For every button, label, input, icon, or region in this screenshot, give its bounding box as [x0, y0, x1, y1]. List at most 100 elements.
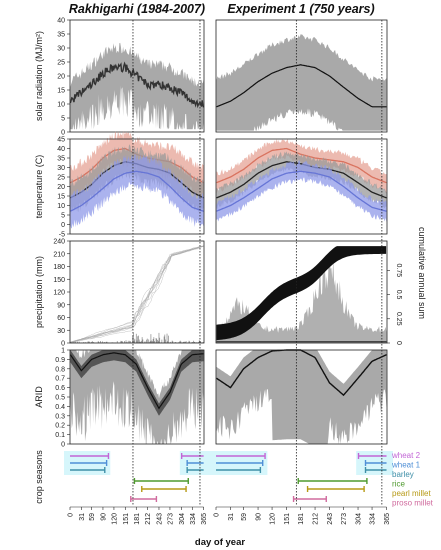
temperature-left-max-range	[70, 130, 204, 201]
x-tick-label: 31	[79, 513, 86, 521]
y-tick-label: 180	[53, 264, 65, 271]
y-tick-label: 30	[57, 46, 65, 53]
x-tick-label: 304	[356, 513, 363, 525]
x-tick-label: 120	[111, 513, 118, 525]
precip-left-cumulative	[70, 245, 204, 343]
x-tick-label: 273	[341, 513, 348, 525]
y-tick-label: 120	[53, 290, 65, 297]
y-tick-label: 25	[57, 60, 65, 67]
y-tick-label: 15	[57, 194, 65, 201]
solar-right-mean	[216, 64, 387, 108]
precip-left-cumulative	[70, 245, 204, 343]
x-tick-label: 334	[370, 513, 377, 525]
precip-left-cumulative	[70, 245, 204, 344]
y-tick-label: 45	[57, 137, 65, 144]
y-tick-label: 10	[57, 102, 65, 109]
x-tick-label: 273	[167, 513, 174, 525]
x-tick-label: 31	[228, 513, 235, 521]
x-tick-label: 243	[156, 513, 163, 525]
x-tick-label: 0	[214, 513, 221, 517]
temperature-right-mean-line	[216, 161, 387, 199]
precip-left-cumulative	[70, 245, 204, 344]
right-tick-label: 0.5	[395, 290, 402, 300]
y-tick-label: 20	[57, 184, 65, 191]
y-axis-label: solar radiation (MJ/m²)	[34, 31, 44, 121]
legend-item-wheat-2: wheat 2	[391, 451, 421, 460]
right-tick-label: 0.25	[395, 312, 402, 326]
x-axis-label: day of year	[195, 537, 245, 548]
x-tick-label: 59	[89, 513, 96, 521]
y-tick-label: 35	[57, 156, 65, 163]
panel-frame-left	[69, 240, 205, 344]
y-tick-label: 30	[57, 328, 65, 335]
temperature-right-max-range	[216, 138, 387, 194]
x-tick-label: 151	[123, 513, 130, 525]
arid-right-mean	[216, 349, 387, 397]
x-tick-label: 0	[68, 513, 75, 517]
y-tick-label: 0.3	[55, 413, 65, 420]
x-tick-label: 365	[201, 513, 208, 525]
arid-right-range	[216, 350, 387, 444]
y-tick-label: 20	[57, 74, 65, 81]
panel-frame-right	[215, 349, 388, 445]
x-tick-label: 59	[241, 513, 248, 521]
x-tick-label: 212	[313, 513, 320, 525]
precip-left-cumulative	[70, 245, 204, 344]
legend-item-barley: barley	[392, 470, 414, 479]
y-tick-label: 0	[61, 130, 65, 137]
y-tick-label: 60	[57, 315, 65, 322]
left-title: Rakhigarhi (1984-2007)	[69, 2, 205, 16]
y-tick-label: 150	[53, 277, 65, 284]
y-tick-label: 40	[57, 18, 65, 25]
temperature-right-min-line	[216, 170, 387, 212]
temperature-left-min-line	[70, 170, 204, 212]
x-tick-label: 334	[190, 513, 197, 525]
y-tick-label: 0	[61, 222, 65, 229]
y-tick-label: 0.7	[55, 376, 65, 383]
y-axis-label: ARID	[34, 386, 44, 408]
y-tick-label: 25	[57, 175, 65, 182]
y-tick-label: 0.9	[55, 357, 65, 364]
precip-left-cumulative	[70, 245, 204, 344]
arid-left-range	[70, 350, 204, 444]
x-tick-label: 151	[284, 513, 291, 525]
y-tick-label: 10	[57, 203, 65, 210]
precip-left-cumulative	[70, 245, 204, 343]
y-tick-label: 0.5	[55, 395, 65, 402]
temperature-right-min-range	[216, 160, 387, 222]
solar-left-mean	[69, 61, 205, 109]
legend-item-pearl-millet: pearl millet	[392, 489, 431, 498]
precip-right-cumulative	[216, 246, 387, 341]
x-tick-label: 181	[298, 513, 305, 525]
y-tick-label: 1	[61, 348, 65, 355]
y-tick-label: 0.6	[55, 385, 65, 392]
x-tick-label: 243	[327, 513, 334, 525]
x-tick-label: 90	[256, 513, 263, 521]
y-tick-label: 5	[61, 116, 65, 123]
y-tick-label: 40	[57, 146, 65, 153]
x-tick-label: 120	[270, 513, 277, 525]
y-tick-label: 0.2	[55, 423, 65, 430]
x-tick-label: 212	[145, 513, 152, 525]
solar-right-range	[216, 34, 387, 131]
x-tick-label: 181	[134, 513, 141, 525]
y-tick-label: 90	[57, 302, 65, 309]
y-tick-label: 240	[53, 239, 65, 246]
y-tick-label: 0.8	[55, 366, 65, 373]
y-axis-label: temperature (C)	[34, 155, 44, 219]
y-tick-label: 0	[61, 442, 65, 449]
y-tick-label: 30	[57, 165, 65, 172]
legend-item-wheat-1: wheat 1	[391, 461, 421, 470]
x-tick-label: 304	[179, 513, 186, 525]
panel-frame-right	[215, 240, 388, 344]
precip-right-range	[216, 258, 387, 343]
y-tick-label: 0.1	[55, 432, 65, 439]
solar-left-range	[70, 42, 204, 130]
y-tick-label: 35	[57, 32, 65, 39]
temperature-left-min-range	[70, 153, 204, 229]
precip-left-cumulative	[70, 245, 204, 343]
y-tick-label: 15	[57, 88, 65, 95]
x-tick-label: 365	[384, 513, 391, 525]
